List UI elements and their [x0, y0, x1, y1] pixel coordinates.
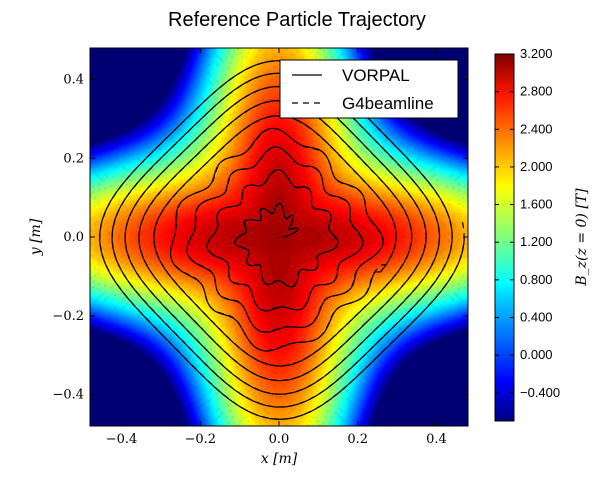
x-axis-label: x [m] [261, 451, 298, 467]
colorbar-tick-label: 2.400 [520, 121, 553, 136]
trajectory-lines [99, 60, 465, 420]
colorbar [494, 53, 515, 422]
colorbar-label: B_z(z = 0) [T] [574, 188, 590, 287]
legend-label-g4beamline: G4beamline [342, 94, 434, 113]
x-tick-label: 0.2 [347, 432, 368, 447]
colorbar-tick-label: 2.800 [520, 84, 553, 99]
y-tick-label: 0.2 [63, 151, 84, 166]
colorbar-tick-label: 1.600 [520, 197, 553, 212]
legend-label-vorpal: VORPAL [342, 66, 410, 85]
chart-title: Reference Particle Trajectory [168, 9, 426, 31]
y-axis-label: y [m] [28, 218, 44, 256]
colorbar-tick-label: 1.200 [520, 234, 553, 249]
x-tick-label: 0.4 [426, 432, 447, 447]
x-axis-ticks: −0.4 −0.2 0.0 0.2 0.4 [106, 48, 447, 447]
colorbar-tick-label: 3.200 [520, 46, 553, 61]
x-tick-label: 0.0 [269, 432, 290, 447]
colorbar-tick-label: 2.000 [520, 159, 553, 174]
colorbar-tick-label: 0.000 [520, 347, 553, 362]
x-tick-label: −0.2 [184, 432, 216, 447]
colorbar-tick-label: −0.400 [520, 385, 560, 400]
colorbar-tick-label: 0.800 [520, 272, 553, 287]
legend: VORPAL G4beamline [279, 59, 459, 119]
colorbar-ticks: 3.200 2.800 2.400 2.000 1.600 1.200 0.800 0.400… [495, 46, 560, 400]
x-tick-label: −0.4 [106, 432, 138, 447]
y-tick-label: 0.4 [63, 73, 84, 88]
y-tick-label: −0.4 [52, 388, 84, 403]
trajectory-g4beamline [99, 60, 465, 420]
y-tick-label: 0.0 [63, 230, 84, 245]
colorbar-tick-label: 0.400 [520, 309, 553, 324]
y-tick-label: −0.2 [52, 309, 84, 324]
y-axis-ticks: −0.4 −0.2 0.0 0.2 0.4 [52, 73, 468, 403]
